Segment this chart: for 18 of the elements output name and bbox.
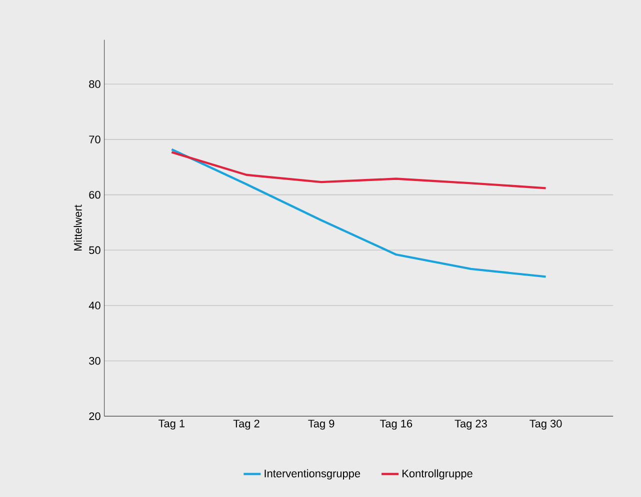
x-tick-label: Tag 1 [158, 420, 185, 430]
x-tick-label: Tag 23 [454, 420, 487, 430]
line-series [170, 148, 547, 278]
legend-label: Kontrollgruppe [402, 469, 472, 480]
y-tick-label: 50 [89, 246, 100, 254]
x-tick-label: Tag 2 [233, 420, 260, 430]
y-tick-label: 60 [89, 191, 100, 199]
legend-label: Interventionsgruppe [264, 469, 360, 480]
y-tick-label: 70 [89, 136, 100, 144]
y-tick-label: 30 [89, 357, 100, 365]
line-series [170, 151, 547, 190]
y-tick-label: 20 [89, 412, 100, 420]
y-tick-label: 40 [88, 302, 100, 310]
y-axis-title: Mittelwert [74, 204, 82, 251]
x-tick-label: Tag 30 [530, 420, 562, 430]
x-tick-label: Tag 16 [380, 420, 412, 430]
y-tick-label: 80 [89, 80, 100, 88]
x-tick-label: Tag 9 [308, 420, 334, 430]
